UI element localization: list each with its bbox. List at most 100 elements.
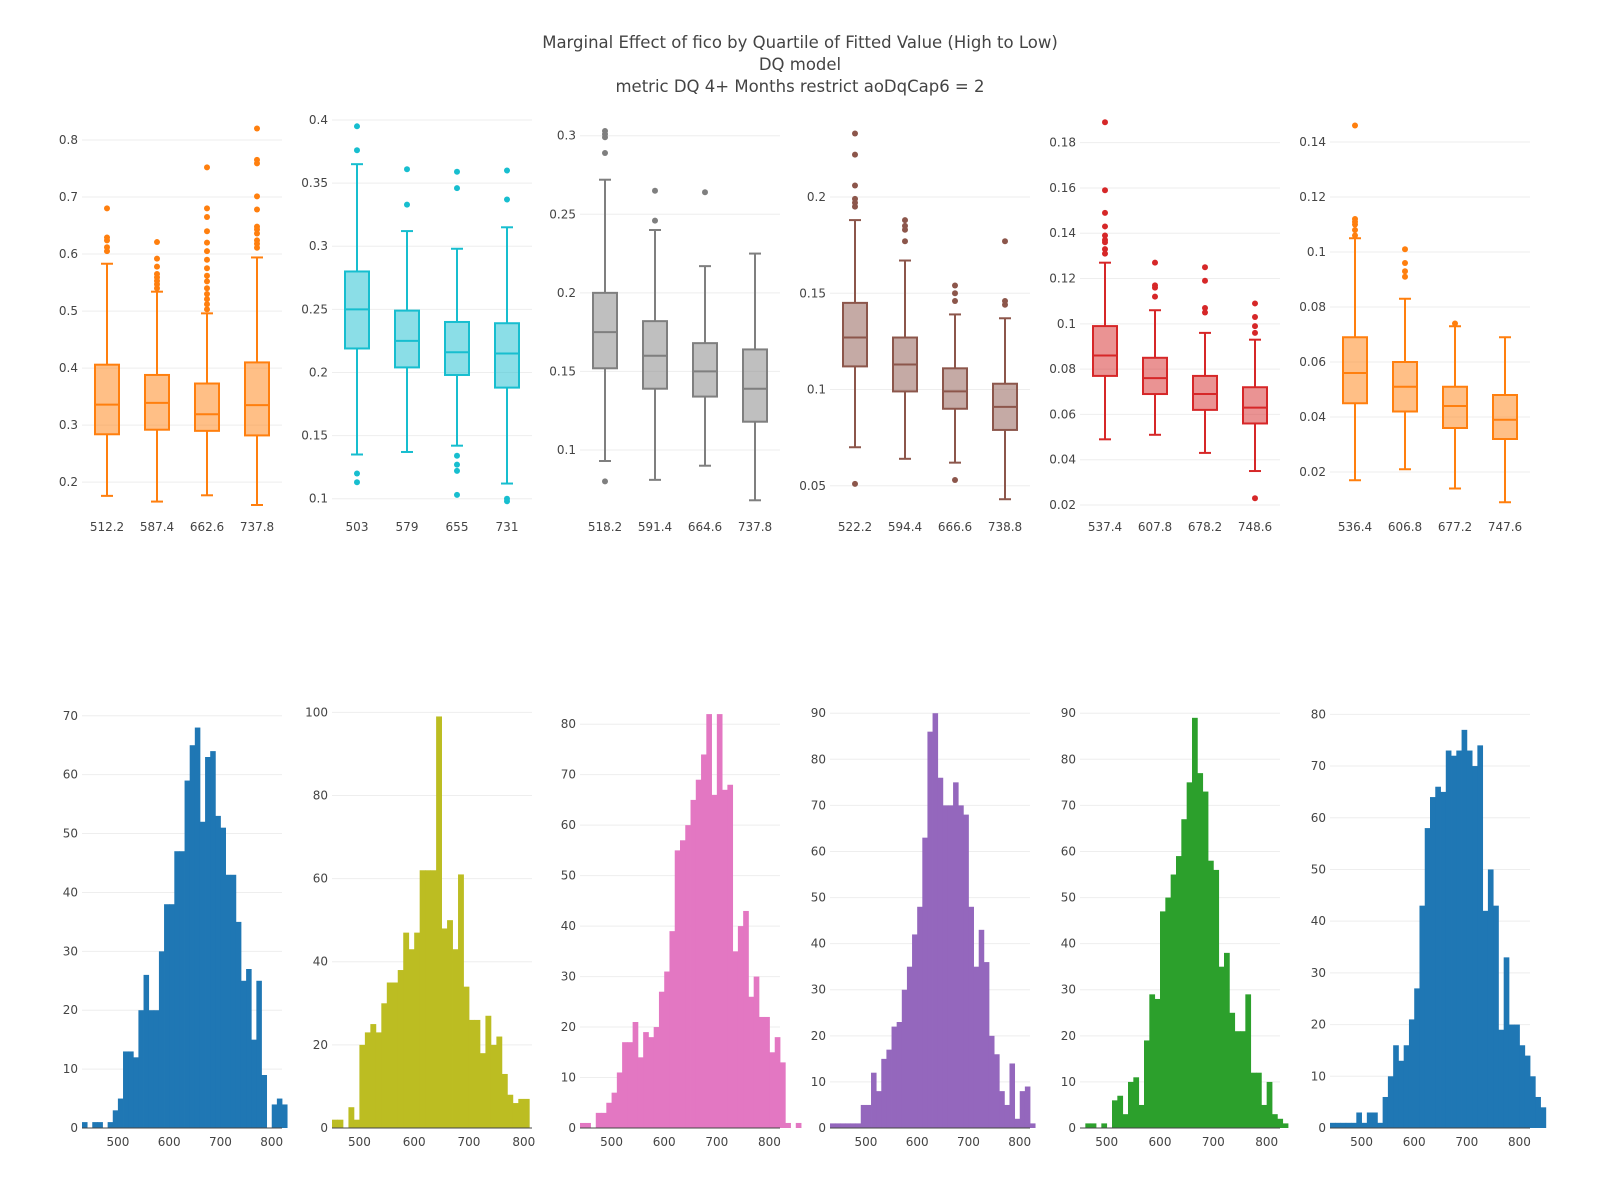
- histogram-bar: [891, 1026, 898, 1128]
- histogram-bar: [184, 780, 191, 1128]
- histogram-bar: [780, 1062, 786, 1128]
- y-tick-label: 0.6: [59, 247, 78, 261]
- y-tick-label: 60: [1061, 844, 1076, 858]
- boxplot-panel-1: 0.2 0.3 0.4 0.5 0.6 0.7 0.8 512.2 587.4 662.6 737.…: [59, 125, 282, 534]
- histogram-bar: [235, 921, 242, 1128]
- outlier-point: [354, 123, 360, 130]
- outlier-point: [404, 166, 410, 173]
- histogram-bar: [585, 1122, 591, 1128]
- box: [1442, 385, 1468, 429]
- histogram-bar: [627, 1042, 634, 1128]
- outlier-point: [1002, 297, 1008, 304]
- outlier-point: [454, 185, 460, 192]
- histogram-bar: [1014, 1118, 1021, 1128]
- y-tick-label: 40: [1311, 914, 1326, 928]
- histogram-bar: [1351, 1122, 1357, 1128]
- outlier-point: [1102, 237, 1108, 244]
- histogram-bar: [337, 1119, 344, 1128]
- histogram-bar: [1456, 750, 1462, 1128]
- y-tick-label: 0: [818, 1121, 826, 1135]
- outlier-point: [254, 125, 260, 132]
- outlier-point: [254, 237, 260, 244]
- histogram-bar: [722, 789, 728, 1128]
- box: [194, 382, 220, 432]
- y-tick-label: 0.14: [1049, 226, 1076, 240]
- histogram-bar: [1030, 1123, 1036, 1128]
- histogram-bar: [332, 1119, 338, 1128]
- histogram-bar: [1535, 1096, 1541, 1128]
- outlier-point: [1352, 122, 1358, 129]
- outlier-point: [852, 195, 858, 202]
- y-tick-label: 60: [561, 818, 576, 832]
- x-tick-label: 800: [1508, 1135, 1531, 1149]
- outlier-point: [902, 238, 908, 245]
- histogram-bar: [840, 1123, 846, 1128]
- histogram-bar: [246, 969, 252, 1128]
- outlier-point: [354, 479, 360, 486]
- histogram-bar: [1224, 952, 1230, 1128]
- histogram-bar: [458, 874, 464, 1128]
- box: [692, 342, 718, 398]
- histogram-bar: [1128, 1081, 1134, 1128]
- outlier-point: [602, 128, 608, 134]
- histogram-panel-5: 0 10 20 30 40 50 60 70 80 90 500 600 700 800: [1061, 706, 1289, 1149]
- histogram-bar: [1024, 1086, 1031, 1128]
- outlier-point: [1102, 209, 1108, 216]
- histogram-bar: [414, 932, 421, 1128]
- box: [394, 309, 420, 369]
- histogram-bar: [922, 837, 928, 1128]
- y-tick-label: 60: [313, 872, 328, 886]
- histogram-bar: [1282, 1123, 1289, 1128]
- y-tick-label: 50: [1311, 862, 1326, 876]
- y-tick-label: 0: [320, 1121, 328, 1135]
- y-tick-label: 80: [1311, 707, 1326, 721]
- histogram-bar: [1101, 1123, 1108, 1128]
- outlier-point: [702, 189, 708, 196]
- histogram-bar: [1330, 1122, 1336, 1128]
- y-tick-label: 100: [305, 705, 328, 719]
- y-tick-label: 80: [1061, 752, 1076, 766]
- chart-title-line-3: metric DQ 4+ Months restrict aoDqCap6 = …: [615, 77, 985, 96]
- histogram-bar: [1387, 1076, 1394, 1128]
- y-tick-label: 0.2: [309, 365, 328, 379]
- histogram-bar: [194, 727, 201, 1128]
- histogram-bar: [674, 850, 681, 1128]
- outlier-point: [1202, 277, 1208, 284]
- y-tick-label: 70: [63, 709, 78, 723]
- outlier-point: [1102, 250, 1108, 257]
- histogram-bar: [463, 986, 470, 1128]
- y-tick-label: 10: [1311, 1069, 1326, 1083]
- histogram-bar: [468, 1019, 475, 1128]
- histogram-bar: [1170, 874, 1177, 1128]
- histogram-bar: [968, 906, 974, 1128]
- y-tick-label: 0.08: [1049, 362, 1076, 376]
- histogram-bar: [117, 1098, 124, 1128]
- histogram-bar: [92, 1122, 98, 1128]
- boxplot-panel-6: 0.02 0.04 0.06 0.08 0.1 0.12 0.14 536.4 606.8 677…: [1299, 122, 1530, 534]
- y-tick-label: 20: [63, 1003, 78, 1017]
- x-tick-label: 594.4: [888, 520, 922, 534]
- outlier-point: [1202, 304, 1208, 311]
- histogram-bar: [1435, 786, 1441, 1128]
- histogram-bar: [403, 932, 410, 1128]
- histogram-bar: [983, 962, 990, 1128]
- x-tick-label: 537.4: [1088, 520, 1122, 534]
- x-tick-label: 500: [854, 1135, 877, 1149]
- y-tick-label: 70: [1061, 798, 1076, 812]
- histogram-bar: [1356, 1112, 1362, 1128]
- histogram-bar: [1117, 1095, 1124, 1128]
- outlier-point: [204, 272, 210, 279]
- x-tick-label: 500: [106, 1135, 129, 1149]
- y-tick-label: 60: [811, 844, 826, 858]
- chart-title-line-2: DQ model: [758, 55, 842, 74]
- histogram-bar: [1366, 1112, 1373, 1128]
- histogram-bar: [881, 1058, 887, 1128]
- histogram-bar: [251, 1039, 257, 1128]
- histogram-bar: [1445, 750, 1452, 1128]
- outlier-point: [204, 306, 210, 313]
- outlier-point: [1352, 216, 1358, 222]
- box: [742, 348, 768, 423]
- histogram-bar: [637, 1057, 644, 1128]
- y-tick-label: 60: [1311, 811, 1326, 825]
- y-tick-label: 90: [1061, 706, 1076, 720]
